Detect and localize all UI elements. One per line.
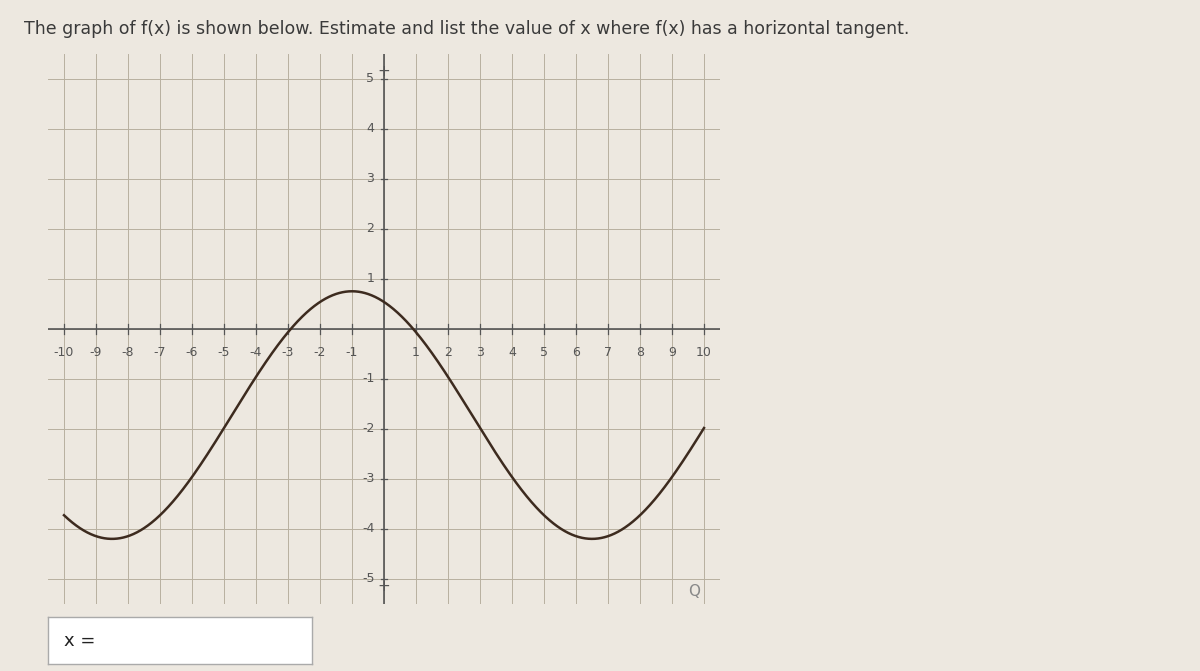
Text: -5: -5 [362, 572, 374, 585]
Text: -1: -1 [346, 346, 358, 359]
Text: 1: 1 [412, 346, 420, 359]
Text: -8: -8 [121, 346, 134, 359]
Text: 3: 3 [476, 346, 484, 359]
Text: 8: 8 [636, 346, 644, 359]
Text: -6: -6 [186, 346, 198, 359]
Text: -1: -1 [362, 372, 374, 385]
Text: -5: -5 [217, 346, 230, 359]
Text: -2: -2 [314, 346, 326, 359]
Text: -4: -4 [250, 346, 262, 359]
Text: -3: -3 [362, 472, 374, 485]
Text: -9: -9 [90, 346, 102, 359]
Text: 5: 5 [366, 72, 374, 85]
Text: -3: -3 [282, 346, 294, 359]
Text: 6: 6 [572, 346, 580, 359]
Text: +: + [378, 579, 390, 594]
Text: 4: 4 [366, 122, 374, 136]
Text: -2: -2 [362, 422, 374, 435]
Text: +: + [378, 64, 390, 79]
Text: x =: x = [64, 632, 95, 650]
Text: 2: 2 [366, 222, 374, 236]
Text: The graph of f(x) is shown below. Estimate and list the value of x where f(x) ha: The graph of f(x) is shown below. Estima… [24, 20, 910, 38]
Text: -7: -7 [154, 346, 167, 359]
Text: -10: -10 [54, 346, 74, 359]
Text: 3: 3 [366, 172, 374, 185]
Text: 9: 9 [668, 346, 676, 359]
Text: 7: 7 [604, 346, 612, 359]
Text: -4: -4 [362, 522, 374, 535]
Text: 10: 10 [696, 346, 712, 359]
Text: Q: Q [689, 584, 701, 599]
Text: 4: 4 [508, 346, 516, 359]
Text: 5: 5 [540, 346, 548, 359]
Text: 2: 2 [444, 346, 452, 359]
Text: 1: 1 [366, 272, 374, 285]
